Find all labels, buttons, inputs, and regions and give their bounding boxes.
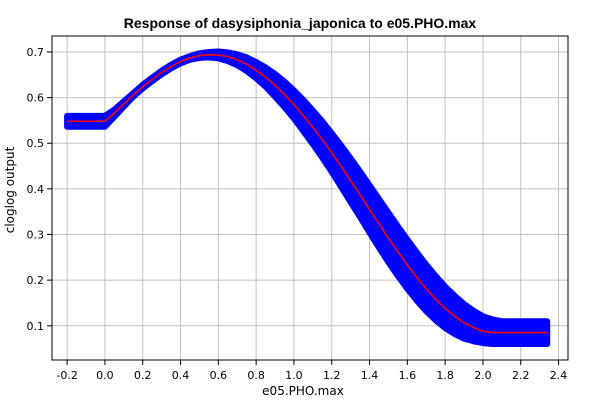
y-tick-label: 0.4 [27, 183, 45, 196]
confidence-band-area [64, 48, 551, 347]
x-tick-label: 1.4 [361, 369, 379, 382]
x-tick-label: -0.2 [56, 369, 77, 382]
confidence-band [64, 48, 551, 347]
y-tick-label: 0.3 [27, 229, 45, 242]
y-axis-ticks: 0.1 0.2 0.3 0.4 0.5 0.6 0.7 [27, 46, 52, 333]
x-tick-label: 1.0 [285, 369, 303, 382]
x-tick-label: 2.4 [550, 369, 568, 382]
x-tick-label: 1.2 [323, 369, 341, 382]
y-tick-label: 0.6 [27, 92, 45, 105]
x-tick-label: 0.8 [247, 369, 265, 382]
y-tick-label: 0.2 [27, 274, 45, 287]
x-tick-label: 0.0 [96, 369, 114, 382]
x-tick-label: 1.6 [399, 369, 417, 382]
mean-response-curve [67, 53, 548, 334]
x-tick-label: 0.6 [210, 369, 228, 382]
x-tick-label: 2.0 [474, 369, 492, 382]
y-tick-label: 0.1 [27, 320, 45, 333]
x-tick-label: 1.8 [436, 369, 454, 382]
y-tick-label: 0.7 [27, 46, 45, 59]
x-tick-label: 0.4 [172, 369, 190, 382]
plot-frame [51, 35, 569, 361]
x-tick-label: 0.2 [134, 369, 152, 382]
x-axis-ticks: -0.2 0.0 0.2 0.4 0.6 0.8 1.0 1.2 1.4 1.6 1.8 2.0 2.2… [56, 360, 567, 382]
x-axis-label: e05.PHO.max [262, 384, 344, 398]
grid-lines [52, 36, 568, 360]
chart-title: Response of dasysiphonia_japonica to e05… [124, 15, 477, 31]
y-axis-label: cloglog output [3, 146, 17, 233]
mean-response-line [67, 53, 548, 334]
x-tick-label: 2.2 [512, 369, 530, 382]
y-tick-label: 0.5 [27, 137, 45, 150]
